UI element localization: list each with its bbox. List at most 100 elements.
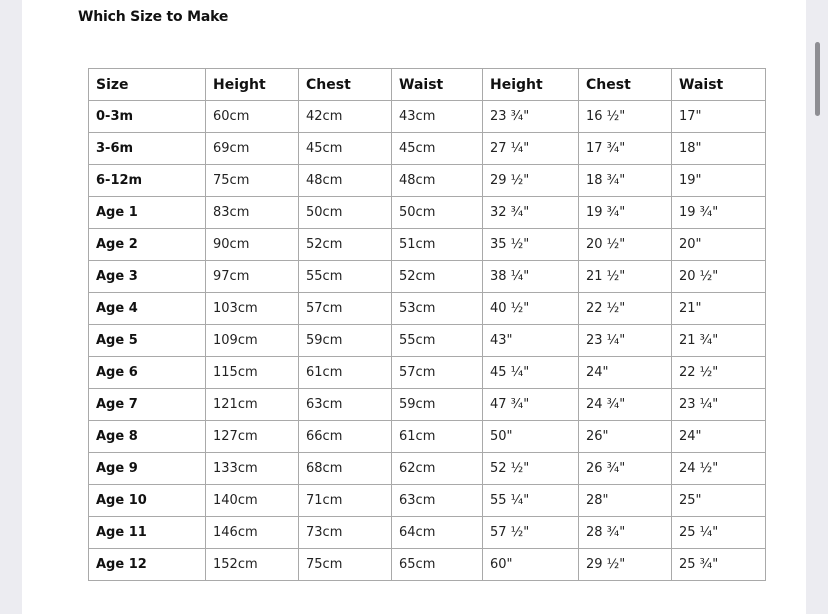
table-row: 3-6m 69cm 45cm 45cm 27 ¼" 17 ¾" 18" [88,132,766,165]
measurement-cell: 19 ¾" [671,196,766,229]
measurement-cell: 18 ¾" [578,164,672,197]
measurement-cell: 21 ½" [578,260,672,293]
measurement-cell: 21 ¾" [671,324,766,357]
measurement-cell: 55cm [298,260,392,293]
size-chart-table: Size Height Chest Waist Height Chest Waist 0-3… [88,68,766,581]
measurement-cell: 73cm [298,516,392,549]
measurement-cell: 52cm [298,228,392,261]
measurement-cell: 103cm [205,292,299,325]
measurement-cell: 62cm [391,452,483,485]
measurement-cell: 109cm [205,324,299,357]
measurement-cell: 38 ¼" [482,260,579,293]
size-label-cell: Age 7 [88,388,206,421]
measurement-cell: 75cm [298,548,392,581]
column-header: Chest [578,68,672,101]
measurement-cell: 60" [482,548,579,581]
size-label-cell: Age 11 [88,516,206,549]
measurement-cell: 115cm [205,356,299,389]
measurement-cell: 43" [482,324,579,357]
measurement-cell: 20 ½" [671,260,766,293]
measurement-cell: 64cm [391,516,483,549]
measurement-cell: 25" [671,484,766,517]
measurement-cell: 55cm [391,324,483,357]
measurement-cell: 63cm [298,388,392,421]
measurement-cell: 21" [671,292,766,325]
measurement-cell: 53cm [391,292,483,325]
measurement-cell: 121cm [205,388,299,421]
measurement-cell: 29 ½" [578,548,672,581]
table-row: 0-3m 60cm 42cm 43cm 23 ¾" 16 ½" 17" [88,100,766,133]
measurement-cell: 63cm [391,484,483,517]
measurement-cell: 71cm [298,484,392,517]
column-header: Chest [298,68,392,101]
scrollbar-thumb[interactable] [815,42,820,116]
measurement-cell: 29 ½" [482,164,579,197]
measurement-cell: 75cm [205,164,299,197]
table-row: Age 11 146cm 73cm 64cm 57 ½" 28 ¾" 25 ¼" [88,516,766,549]
measurement-cell: 32 ¾" [482,196,579,229]
size-label-cell: Age 3 [88,260,206,293]
measurement-cell: 23 ¼" [578,324,672,357]
size-label-cell: Age 2 [88,228,206,261]
size-label-cell: Age 4 [88,292,206,325]
measurement-cell: 25 ¾" [671,548,766,581]
measurement-cell: 61cm [298,356,392,389]
measurement-cell: 28" [578,484,672,517]
table-row: Age 4 103cm 57cm 53cm 40 ½" 22 ½" 21" [88,292,766,325]
measurement-cell: 17 ¾" [578,132,672,165]
table-row: Age 5 109cm 59cm 55cm 43" 23 ¼" 21 ¾" [88,324,766,357]
measurement-cell: 28 ¾" [578,516,672,549]
measurement-cell: 43cm [391,100,483,133]
measurement-cell: 127cm [205,420,299,453]
measurement-cell: 48cm [391,164,483,197]
size-label-cell: 0-3m [88,100,206,133]
measurement-cell: 48cm [298,164,392,197]
column-header: Waist [671,68,766,101]
table-row: 6-12m 75cm 48cm 48cm 29 ½" 18 ¾" 19" [88,164,766,197]
measurement-cell: 23 ¾" [482,100,579,133]
column-header: Size [88,68,206,101]
measurement-cell: 26 ¾" [578,452,672,485]
measurement-cell: 18" [671,132,766,165]
column-header: Waist [391,68,483,101]
size-label-cell: Age 8 [88,420,206,453]
measurement-cell: 19 ¾" [578,196,672,229]
table-row: Age 7 121cm 63cm 59cm 47 ¾" 24 ¾" 23 ¼" [88,388,766,421]
measurement-cell: 83cm [205,196,299,229]
column-header: Height [482,68,579,101]
measurement-cell: 68cm [298,452,392,485]
size-label-cell: Age 12 [88,548,206,581]
table-row: Age 10 140cm 71cm 63cm 55 ¼" 28" 25" [88,484,766,517]
measurement-cell: 69cm [205,132,299,165]
table-row: Age 12 152cm 75cm 65cm 60" 29 ½" 25 ¾" [88,548,766,581]
measurement-cell: 22 ½" [578,292,672,325]
measurement-cell: 50cm [298,196,392,229]
measurement-cell: 24" [578,356,672,389]
measurement-cell: 50" [482,420,579,453]
measurement-cell: 17" [671,100,766,133]
table-header-row: Size Height Chest Waist Height Chest Waist [88,68,766,101]
measurement-cell: 40 ½" [482,292,579,325]
measurement-cell: 24 ½" [671,452,766,485]
scrollbar-track[interactable] [806,0,828,614]
size-label-cell: Age 1 [88,196,206,229]
document-page: Which Size to Make Size Height Chest Waist H… [22,0,806,614]
measurement-cell: 45cm [298,132,392,165]
size-label-cell: Age 9 [88,452,206,485]
measurement-cell: 65cm [391,548,483,581]
measurement-cell: 66cm [298,420,392,453]
measurement-cell: 19" [671,164,766,197]
measurement-cell: 22 ½" [671,356,766,389]
measurement-cell: 50cm [391,196,483,229]
measurement-cell: 57cm [391,356,483,389]
measurement-cell: 16 ½" [578,100,672,133]
page-title: Which Size to Make [78,9,229,25]
measurement-cell: 97cm [205,260,299,293]
measurement-cell: 25 ¼" [671,516,766,549]
size-label-cell: 3-6m [88,132,206,165]
measurement-cell: 24" [671,420,766,453]
measurement-cell: 57 ½" [482,516,579,549]
measurement-cell: 27 ¼" [482,132,579,165]
measurement-cell: 51cm [391,228,483,261]
measurement-cell: 59cm [391,388,483,421]
